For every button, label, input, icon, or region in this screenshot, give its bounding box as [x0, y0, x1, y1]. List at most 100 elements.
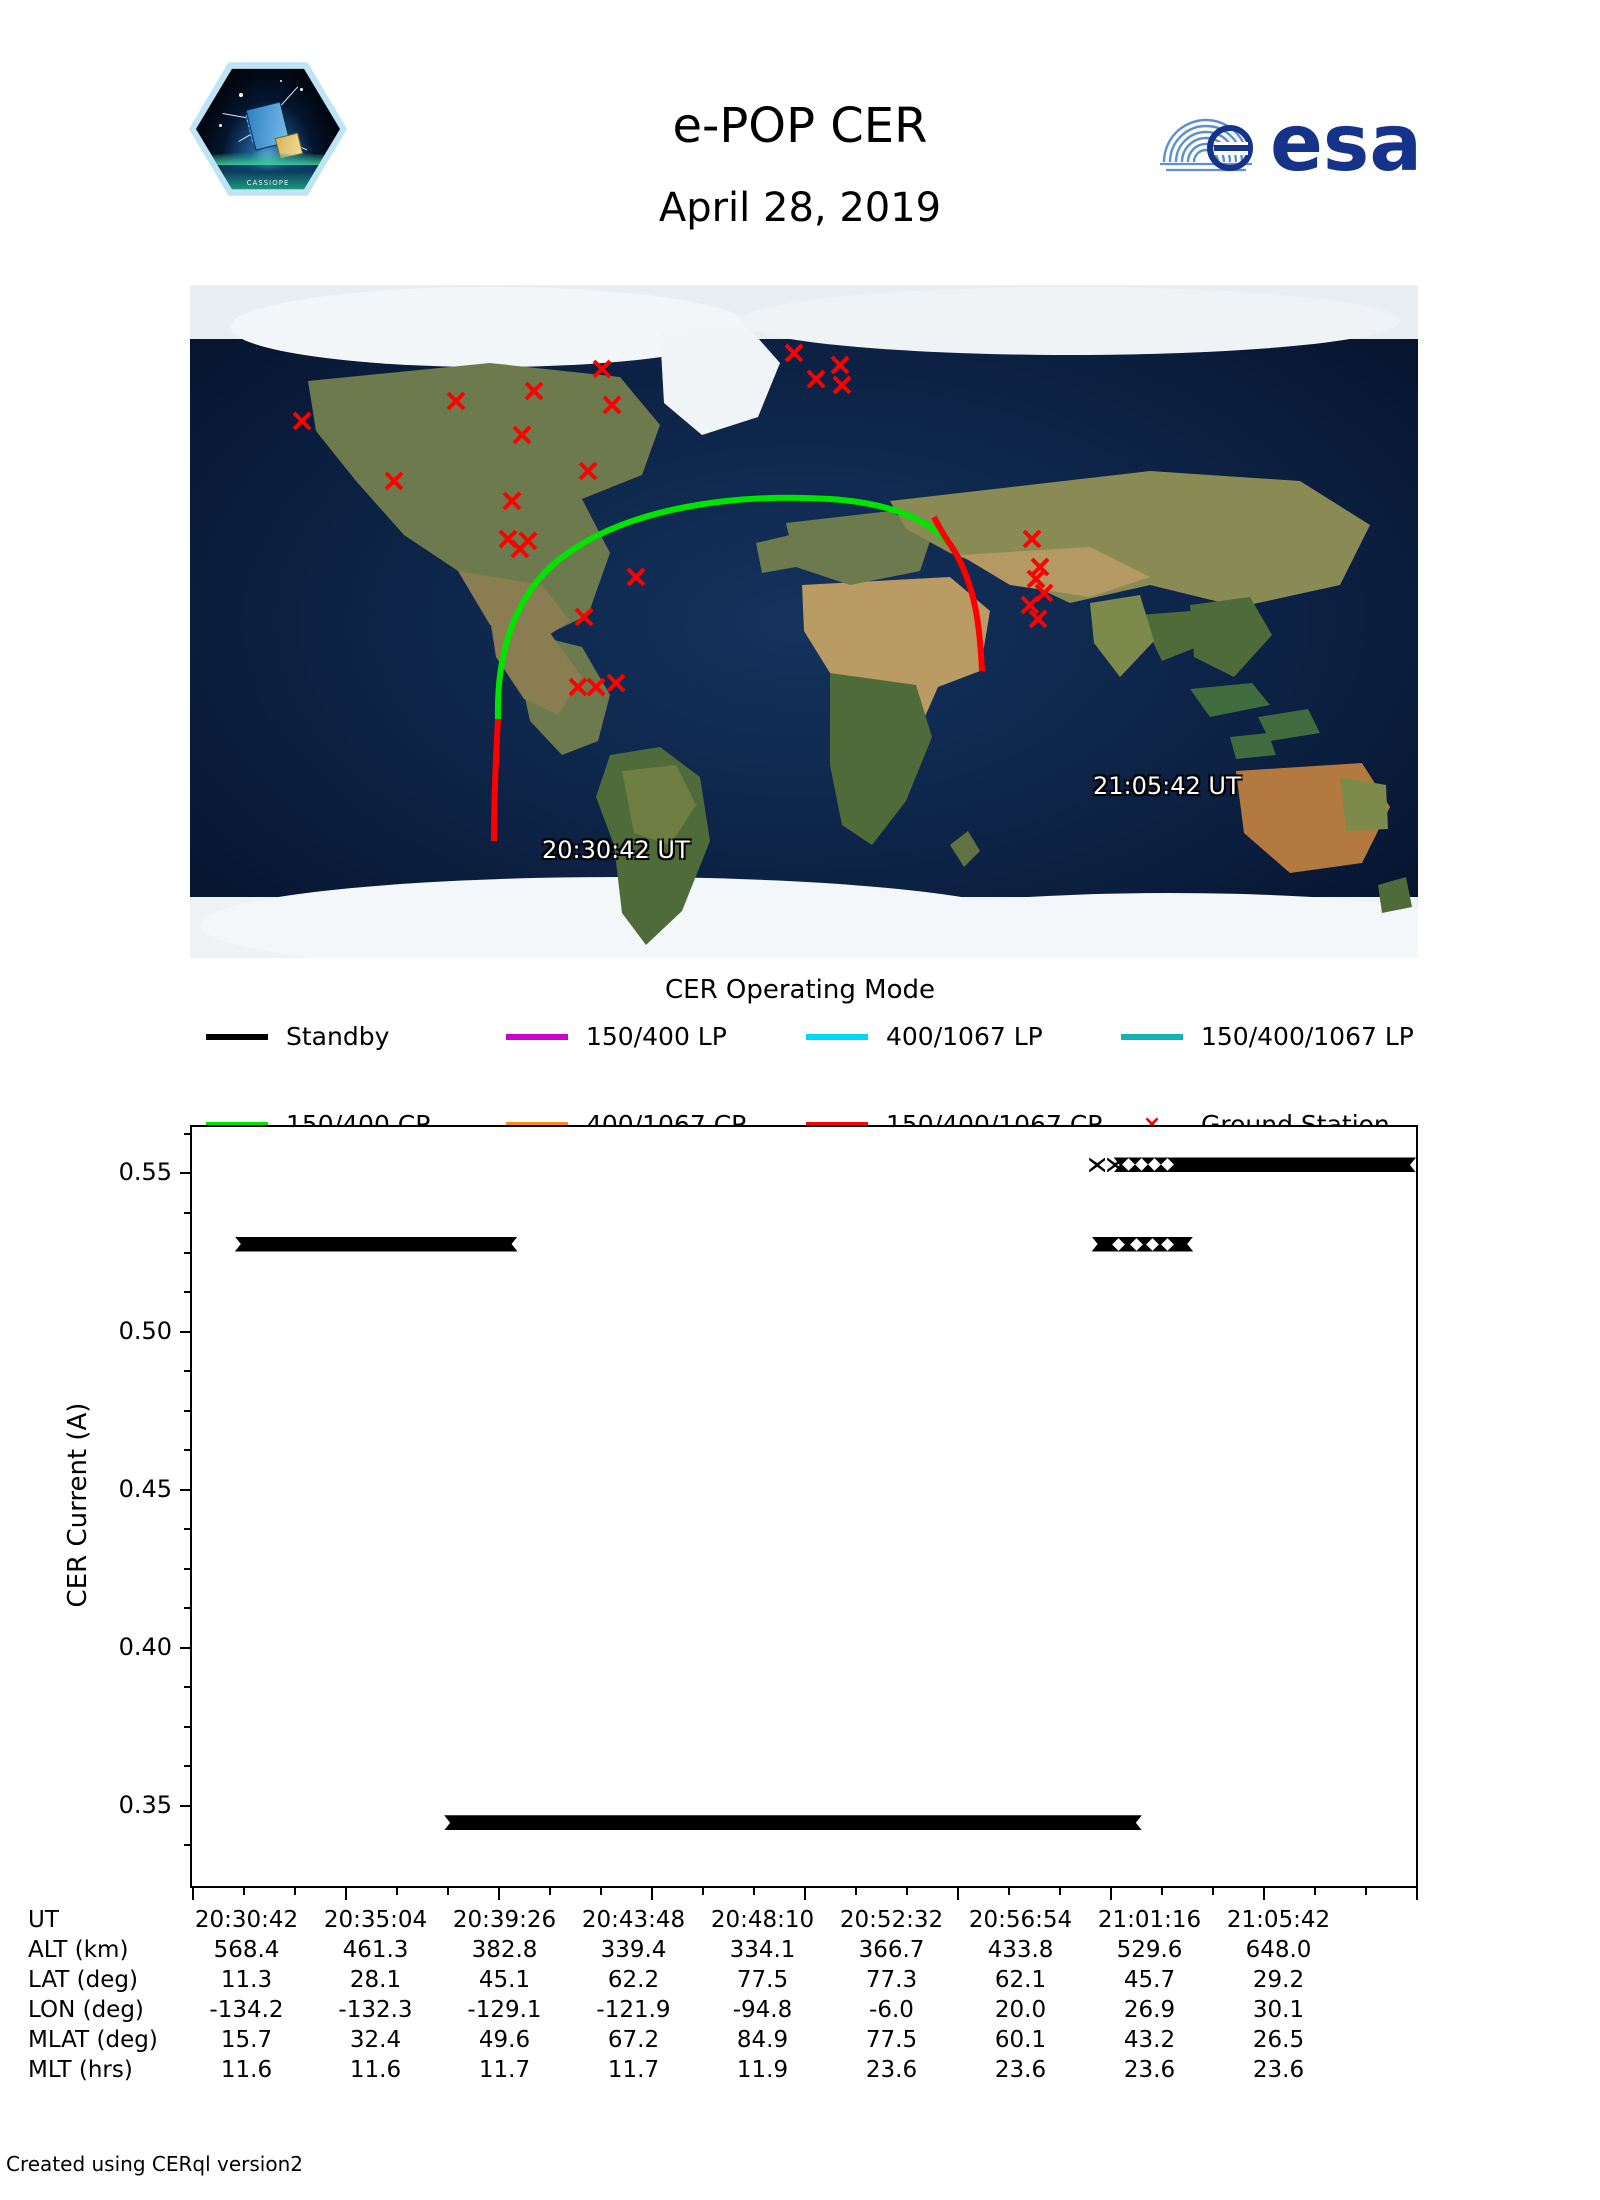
legend-color-swatch	[206, 1121, 268, 1128]
table-cell: 62.2	[607, 1967, 660, 1993]
table-cell: 20:39:26	[452, 1907, 557, 1933]
x-tick-minor	[600, 1888, 602, 1895]
esa-logo: esa	[1152, 92, 1442, 178]
y-tick-minor	[184, 1528, 190, 1531]
table-cell: 20:43:48	[581, 1907, 686, 1933]
y-tick-major	[180, 1488, 190, 1491]
table-cell: 11.7	[478, 2057, 531, 2083]
table-cell: 49.6	[478, 2027, 531, 2053]
y-tick-minor	[184, 1449, 190, 1452]
ground-track-map: 20:30:42 UT 21:05:42 UT	[190, 285, 1418, 958]
table-cell: 382.8	[471, 1937, 538, 1963]
x-tick-major	[651, 1888, 653, 1900]
esa-logo-text: esa	[1270, 99, 1422, 178]
table-cell: -94.8	[732, 1997, 793, 2023]
y-tick-label: 0.50	[118, 1316, 172, 1345]
x-tick-major	[804, 1888, 806, 1900]
table-cell: 648.0	[1245, 1937, 1312, 1963]
x-tick-minor	[1314, 1888, 1316, 1895]
title-block: e-POP CER April 28, 2019	[0, 0, 1600, 228]
table-row: LON (deg) -134.2 -132.3 -129.1 -121.9 -94.8 -6…	[28, 1995, 1588, 2025]
y-tick-minor	[184, 1409, 190, 1412]
data-marker-run	[444, 1815, 1142, 1830]
y-tick-minor	[184, 1251, 190, 1254]
table-cell: 433.8	[987, 1937, 1054, 1963]
table-cell: 20:35:04	[323, 1907, 428, 1933]
y-tick-minor	[184, 1607, 190, 1610]
y-tick-minor	[184, 1291, 190, 1294]
y-tick-minor	[184, 1844, 190, 1847]
table-cell: 20:48:10	[710, 1907, 815, 1933]
legend-item-label: 150/400/1067 LP	[1201, 1022, 1414, 1051]
x-tick-minor	[1059, 1888, 1061, 1895]
data-cluster	[192, 1127, 1416, 1886]
table-cell: -134.2	[209, 1997, 284, 2023]
page-subtitle-date: April 28, 2019	[658, 185, 942, 231]
legend-color-swatch	[506, 1121, 568, 1128]
y-tick-minor	[184, 1765, 190, 1768]
y-tick-minor	[184, 1686, 190, 1689]
table-cell: 30.1	[1252, 1997, 1305, 2023]
plot-area	[192, 1127, 1416, 1886]
legend-color-swatch	[206, 1033, 268, 1040]
table-cell: 11.9	[736, 2057, 789, 2083]
page-title: e-POP CER	[672, 98, 928, 154]
table-cell: 32.4	[349, 2027, 402, 2053]
map-end-time-label: 21:05:42 UT	[1093, 772, 1241, 800]
legend-title: CER Operating Mode	[664, 975, 935, 1005]
legend-row: 150/400 CP400/1067 CP150/400/1067 CP×Gro…	[206, 1066, 1426, 1139]
table-row-label: LAT (deg)	[28, 1967, 138, 1993]
world-map	[190, 285, 1418, 958]
legend-item-label: 400/1067 LP	[886, 1022, 1043, 1051]
legend: Standby 150/400 LP 400/1067 LP 150/400/1067…	[206, 1022, 1426, 1139]
x-tick-minor	[396, 1888, 398, 1895]
legend-item-150-400-1067-lp: 150/400/1067 LP	[1121, 1022, 1414, 1051]
table-cell: 60.1	[994, 2027, 1047, 2053]
x-tick-minor	[1365, 1888, 1367, 1895]
table-row: UT 20:30:42 20:35:04 20:39:26 20:43:48 20:48:…	[28, 1905, 1588, 1935]
table-cell: 77.3	[865, 1967, 918, 1993]
x-tick-minor	[906, 1888, 908, 1895]
ground-station-markers	[292, 343, 1054, 697]
y-tick-major	[180, 1330, 190, 1333]
table-cell: 62.1	[994, 1967, 1047, 1993]
table-cell: 77.5	[865, 2027, 918, 2053]
x-tick-major	[345, 1888, 347, 1900]
data-marker-run	[235, 1237, 518, 1252]
y-tick-label: 0.35	[118, 1790, 172, 1819]
table-cell: 11.3	[220, 1967, 273, 1993]
data-cluster	[192, 1127, 1416, 1886]
table-cell: 28.1	[349, 1967, 402, 1993]
x-tick-minor	[294, 1888, 296, 1895]
table-cell: 20:30:42	[194, 1907, 299, 1933]
x-tick-major	[1416, 1888, 1418, 1900]
data-cluster	[192, 1127, 1416, 1886]
data-marker-run	[1114, 1157, 1416, 1172]
table-cell: 461.3	[342, 1937, 409, 1963]
x-tick-major	[192, 1888, 194, 1900]
table-row-label: ALT (km)	[28, 1937, 129, 1963]
table-cell: 20:52:32	[839, 1907, 944, 1933]
table-row-label: UT	[28, 1907, 59, 1933]
header: CASSIOPE e-POP CER April 28, 2019	[0, 0, 1600, 228]
table-cell: 26.9	[1123, 1997, 1176, 2023]
map-start-time-label: 20:30:42 UT	[542, 836, 690, 864]
cer-current-plot	[190, 1125, 1418, 1888]
table-row: MLT (hrs) 11.6 11.6 11.7 11.7 11.9 23.6 23.6 23.…	[28, 2055, 1588, 2085]
x-tick-major	[1263, 1888, 1265, 1900]
y-tick-major	[180, 1804, 190, 1807]
table-cell: -121.9	[596, 1997, 671, 2023]
table-cell: 29.2	[1252, 1967, 1305, 1993]
table-cell: 15.7	[220, 2027, 273, 2053]
x-tick-minor	[753, 1888, 755, 1895]
legend-item-label: Standby	[286, 1022, 390, 1051]
table-cell: 11.6	[220, 2057, 273, 2083]
y-tick-label: 0.40	[118, 1632, 172, 1661]
table-cell: 366.7	[858, 1937, 925, 1963]
y-tick-minor	[184, 1725, 190, 1728]
y-tick-major	[180, 1646, 190, 1649]
table-cell: 11.7	[607, 2057, 660, 2083]
table-cell: 21:01:16	[1097, 1907, 1202, 1933]
table-row-label: LON (deg)	[28, 1997, 144, 2023]
y-tick-label: 0.55	[118, 1158, 172, 1187]
